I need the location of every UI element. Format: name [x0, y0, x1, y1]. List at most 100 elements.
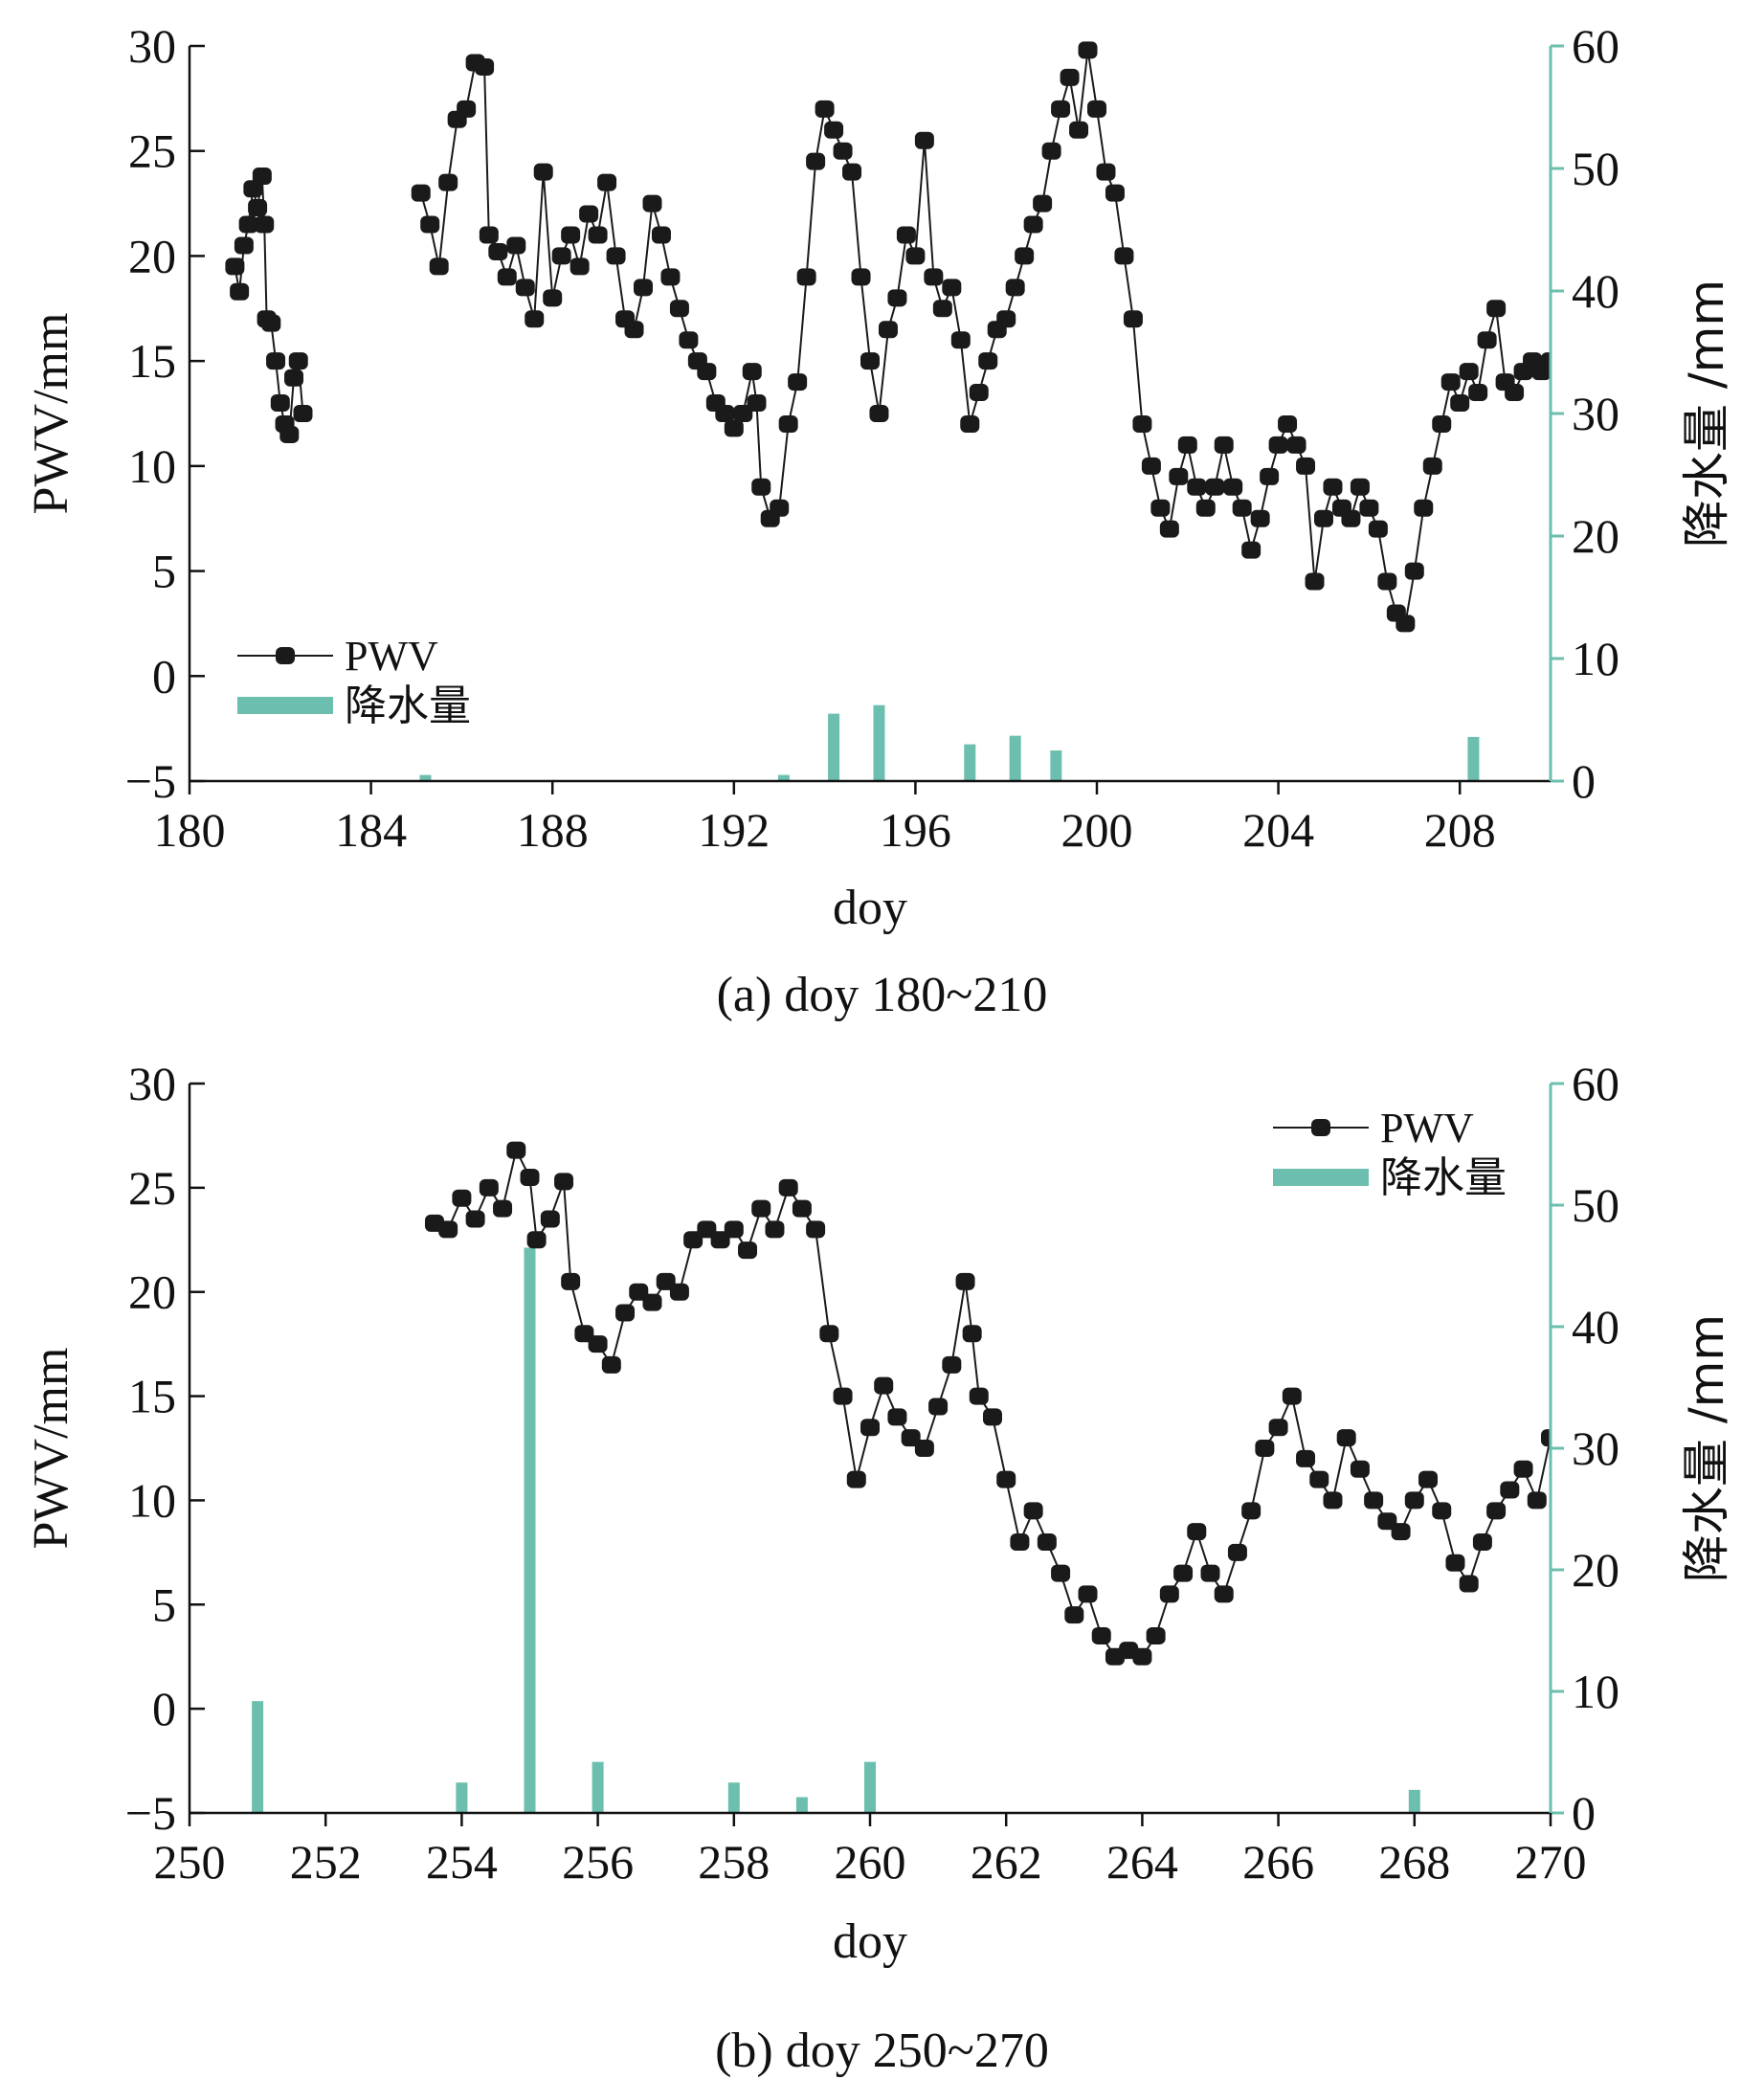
pwv-point	[1622, 268, 1641, 285]
pwv-point	[1132, 414, 1152, 433]
pwv-point	[710, 1231, 730, 1249]
pwv-point	[1123, 310, 1143, 328]
x-tick-label: 254	[426, 1835, 498, 1889]
pwv-point	[1541, 352, 1551, 370]
pwv-point	[846, 1470, 866, 1488]
pwv-point	[770, 499, 790, 517]
rain-bar	[795, 1797, 808, 1813]
pwv-point	[543, 289, 563, 307]
pwv-point	[1187, 1523, 1207, 1541]
pwv-point	[1368, 520, 1388, 538]
pwv-point	[420, 215, 440, 234]
y2-tick-label: 30	[1572, 387, 1619, 440]
pwv-point	[1114, 247, 1134, 265]
pwv-point	[1033, 194, 1053, 212]
pwv-point	[887, 1408, 907, 1426]
y-tick-label: 20	[128, 229, 176, 282]
pwv-point	[660, 268, 681, 286]
pwv-point	[1141, 457, 1161, 475]
y2-tick-label: 20	[1572, 509, 1619, 563]
pwv-point	[411, 184, 431, 202]
pwv-point	[1177, 436, 1197, 454]
y-tick-label: 5	[152, 1577, 176, 1631]
pwv-point	[1173, 1564, 1194, 1582]
pwv-point	[751, 478, 771, 496]
pwv-point	[624, 321, 644, 339]
pwv-point	[252, 168, 272, 186]
pwv-point	[261, 314, 281, 332]
rain-bar	[252, 1701, 264, 1813]
x-tick-label: 256	[562, 1835, 634, 1889]
pwv-point	[656, 1272, 676, 1290]
pwv-point	[1169, 467, 1189, 485]
pwv-point	[255, 215, 275, 234]
pwv-point	[796, 268, 816, 286]
pwv-point	[1505, 384, 1525, 402]
pwv-point	[1477, 331, 1497, 349]
pwv-point	[1250, 509, 1270, 527]
pwv-point	[996, 1470, 1016, 1488]
pwv-point	[1541, 1429, 1551, 1447]
pwv-point	[669, 1283, 689, 1301]
y-tick-label: 20	[128, 1265, 176, 1319]
pwv-point	[1450, 394, 1470, 413]
pwv-point	[1305, 572, 1325, 591]
pwv-point	[1159, 520, 1179, 538]
pwv-point	[1550, 345, 1551, 356]
pwv-point	[465, 1210, 485, 1228]
x-tick-label: 262	[971, 1835, 1042, 1889]
chart-b: −5 0 5 10 15 20 25 30 0 10 20 30 40 50 60 250 252 254 256 2…	[24, 1057, 1734, 1969]
pwv-point	[738, 1241, 758, 1260]
pwv-point	[475, 57, 495, 76]
x-tick-label: 270	[1515, 1835, 1587, 1889]
rain-bars	[419, 705, 1480, 781]
y2-tick-label: 50	[1572, 142, 1619, 195]
pwv-point	[1609, 1482, 1628, 1499]
pwv-point	[1586, 206, 1605, 223]
pwv-point	[1614, 206, 1633, 223]
x-tick-label: 260	[835, 1835, 906, 1889]
pwv-point	[1078, 1585, 1098, 1603]
y2-axis-title: 降水量 /mm	[1679, 280, 1734, 548]
pwv-point	[1622, 1502, 1641, 1519]
pwv-point	[860, 1419, 880, 1437]
legend-rain-label: 降水量	[345, 682, 471, 730]
rain-bar	[727, 1782, 740, 1813]
pwv-point	[1091, 1626, 1111, 1644]
pwv-point	[697, 1220, 717, 1239]
pwv-point	[651, 226, 671, 244]
y-tick-label: 15	[128, 1370, 176, 1423]
pwv-point	[1350, 1460, 1370, 1478]
pwv-point	[1241, 1502, 1262, 1520]
pwv-point	[588, 1335, 608, 1353]
pwv-point	[969, 384, 989, 402]
y-tick-label: 15	[128, 334, 176, 388]
y2-tick-label: 60	[1572, 19, 1619, 73]
y-axis-title: PWV/mm	[24, 313, 78, 515]
pwv-point	[1096, 163, 1116, 181]
pwv-point	[1404, 1491, 1424, 1510]
rain-bar	[1009, 735, 1021, 781]
pwv-point	[642, 1293, 662, 1311]
pwv-point	[1641, 247, 1660, 264]
y-tick-label: 30	[128, 1057, 176, 1110]
chart-panel-a: −5 0 5 10 15 20 25 30 0 10 20 30 40 50 60 180 184 188 192 1…	[0, 0, 1764, 1022]
pwv-point	[606, 247, 626, 265]
rain-bar	[873, 705, 885, 781]
x-tick-label: 204	[1242, 803, 1314, 857]
pwv-point	[697, 363, 717, 381]
pwv-point	[788, 373, 808, 391]
pwv-point	[506, 1141, 526, 1159]
pwv-point	[1078, 41, 1098, 59]
pwv-point	[1015, 247, 1035, 265]
pwv-point	[1278, 414, 1298, 433]
pwv-point	[1459, 1575, 1479, 1593]
legend-rain-swatch	[1273, 1169, 1369, 1186]
pwv-point	[869, 405, 889, 422]
pwv-point	[742, 363, 762, 381]
pwv-point	[1260, 467, 1280, 485]
chart-caption-a: (a) doy 180~210	[716, 968, 1048, 1022]
pwv-point	[1051, 100, 1071, 118]
pwv-point	[234, 236, 254, 255]
pwv-point	[1214, 1585, 1234, 1603]
